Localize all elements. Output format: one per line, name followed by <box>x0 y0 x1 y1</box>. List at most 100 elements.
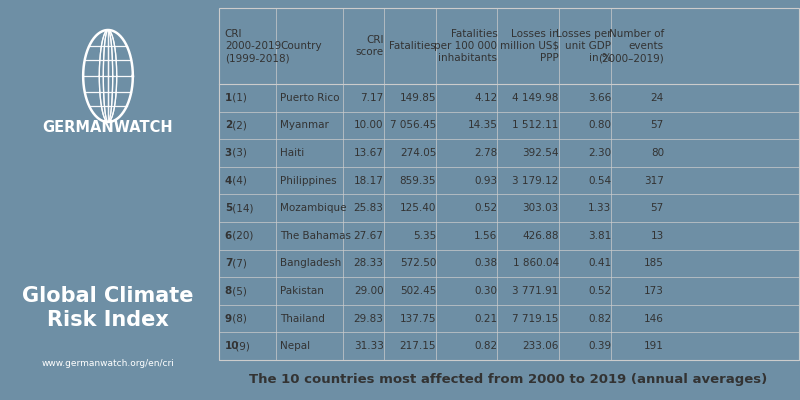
Text: 3 771.91: 3 771.91 <box>513 286 559 296</box>
Text: 7: 7 <box>225 258 232 268</box>
Text: 3 179.12: 3 179.12 <box>513 176 559 186</box>
Text: 392.54: 392.54 <box>522 148 559 158</box>
Text: 4: 4 <box>225 176 232 186</box>
Text: 0.39: 0.39 <box>588 341 611 351</box>
Text: 14.35: 14.35 <box>468 120 498 130</box>
Text: 125.40: 125.40 <box>400 203 436 213</box>
Text: (1): (1) <box>229 93 246 103</box>
Text: (3): (3) <box>229 148 246 158</box>
Text: 18.17: 18.17 <box>354 176 384 186</box>
Text: 7.17: 7.17 <box>360 93 384 103</box>
Text: 859.35: 859.35 <box>400 176 436 186</box>
Text: 0.52: 0.52 <box>474 203 498 213</box>
Text: 29.83: 29.83 <box>354 314 384 324</box>
Text: Country: Country <box>280 41 322 51</box>
Text: The 10 countries most affected from 2000 to 2019 (annual averages): The 10 countries most affected from 2000… <box>249 374 767 386</box>
Text: 24: 24 <box>650 93 664 103</box>
Text: 426.88: 426.88 <box>522 231 559 241</box>
Text: (8): (8) <box>229 314 246 324</box>
Text: 1.33: 1.33 <box>588 203 611 213</box>
Text: 0.80: 0.80 <box>588 120 611 130</box>
Text: Pakistan: Pakistan <box>280 286 324 296</box>
Text: Fatalities: Fatalities <box>390 41 436 51</box>
Text: 57: 57 <box>650 120 664 130</box>
Text: 185: 185 <box>644 258 664 268</box>
Text: 13.67: 13.67 <box>354 148 384 158</box>
Text: (20): (20) <box>229 231 253 241</box>
Text: 7 056.45: 7 056.45 <box>390 120 436 130</box>
Text: The Bahamas: The Bahamas <box>280 231 351 241</box>
Text: 0.93: 0.93 <box>474 176 498 186</box>
Text: 191: 191 <box>644 341 664 351</box>
Text: 80: 80 <box>651 148 664 158</box>
Text: (7): (7) <box>229 258 246 268</box>
Text: Myanmar: Myanmar <box>280 120 329 130</box>
Text: 303.03: 303.03 <box>522 203 559 213</box>
Text: (2): (2) <box>229 120 246 130</box>
Text: www.germanwatch.org/en/cri: www.germanwatch.org/en/cri <box>42 360 174 368</box>
Text: 57: 57 <box>650 203 664 213</box>
Text: 149.85: 149.85 <box>400 93 436 103</box>
Text: Losses per
unit GDP
in %: Losses per unit GDP in % <box>556 29 611 63</box>
Text: 0.21: 0.21 <box>474 314 498 324</box>
Text: 274.05: 274.05 <box>400 148 436 158</box>
Text: 29.00: 29.00 <box>354 286 384 296</box>
Text: 4.12: 4.12 <box>474 93 498 103</box>
Text: 5.35: 5.35 <box>413 231 436 241</box>
Text: 0.30: 0.30 <box>474 286 498 296</box>
Text: CRI
2000-2019
(1999-2018): CRI 2000-2019 (1999-2018) <box>225 29 290 63</box>
Text: 2.30: 2.30 <box>588 148 611 158</box>
Text: 10: 10 <box>225 341 239 351</box>
Text: 1 860.04: 1 860.04 <box>513 258 559 268</box>
Text: Haiti: Haiti <box>280 148 305 158</box>
Text: 3.81: 3.81 <box>588 231 611 241</box>
Text: CRI
score: CRI score <box>355 35 384 57</box>
Text: Thailand: Thailand <box>280 314 325 324</box>
Text: 3.66: 3.66 <box>588 93 611 103</box>
Text: 0.52: 0.52 <box>588 286 611 296</box>
Text: 3: 3 <box>225 148 232 158</box>
Text: Mozambique: Mozambique <box>280 203 346 213</box>
Text: 5: 5 <box>225 203 232 213</box>
Text: 1: 1 <box>225 93 232 103</box>
Text: 25.83: 25.83 <box>354 203 384 213</box>
Text: 1.56: 1.56 <box>474 231 498 241</box>
Text: 0.38: 0.38 <box>474 258 498 268</box>
Text: Number of
events
(2000–2019): Number of events (2000–2019) <box>598 29 664 63</box>
Text: 1 512.11: 1 512.11 <box>513 120 559 130</box>
Text: Nepal: Nepal <box>280 341 310 351</box>
Bar <box>219 8 799 360</box>
Text: 217.15: 217.15 <box>400 341 436 351</box>
Text: (5): (5) <box>229 286 246 296</box>
Text: Philippines: Philippines <box>280 176 337 186</box>
Text: 4 149.98: 4 149.98 <box>513 93 559 103</box>
Text: 146: 146 <box>644 314 664 324</box>
Text: 27.67: 27.67 <box>354 231 384 241</box>
Text: 7 719.15: 7 719.15 <box>513 314 559 324</box>
Text: 6: 6 <box>225 231 232 241</box>
Text: 0.82: 0.82 <box>474 341 498 351</box>
Text: 233.06: 233.06 <box>522 341 559 351</box>
Text: Losses in
million US$
PPP: Losses in million US$ PPP <box>500 29 559 63</box>
Text: 9: 9 <box>225 314 232 324</box>
Text: 13: 13 <box>650 231 664 241</box>
Text: 572.50: 572.50 <box>400 258 436 268</box>
Text: Global Climate
Risk Index: Global Climate Risk Index <box>22 286 194 330</box>
Text: 8: 8 <box>225 286 232 296</box>
Text: (14): (14) <box>229 203 253 213</box>
Text: 0.82: 0.82 <box>588 314 611 324</box>
Text: GERMANWATCH: GERMANWATCH <box>42 120 174 136</box>
Text: 137.75: 137.75 <box>400 314 436 324</box>
Text: 31.33: 31.33 <box>354 341 384 351</box>
Text: 317: 317 <box>644 176 664 186</box>
Text: 2: 2 <box>225 120 232 130</box>
Text: 2.78: 2.78 <box>474 148 498 158</box>
Text: (4): (4) <box>229 176 246 186</box>
Text: 173: 173 <box>644 286 664 296</box>
Text: 0.41: 0.41 <box>588 258 611 268</box>
Text: (9): (9) <box>232 341 250 351</box>
Text: 502.45: 502.45 <box>400 286 436 296</box>
Text: 28.33: 28.33 <box>354 258 384 268</box>
Text: Puerto Rico: Puerto Rico <box>280 93 340 103</box>
Text: Fatalities
per 100 000
inhabitants: Fatalities per 100 000 inhabitants <box>434 29 498 63</box>
